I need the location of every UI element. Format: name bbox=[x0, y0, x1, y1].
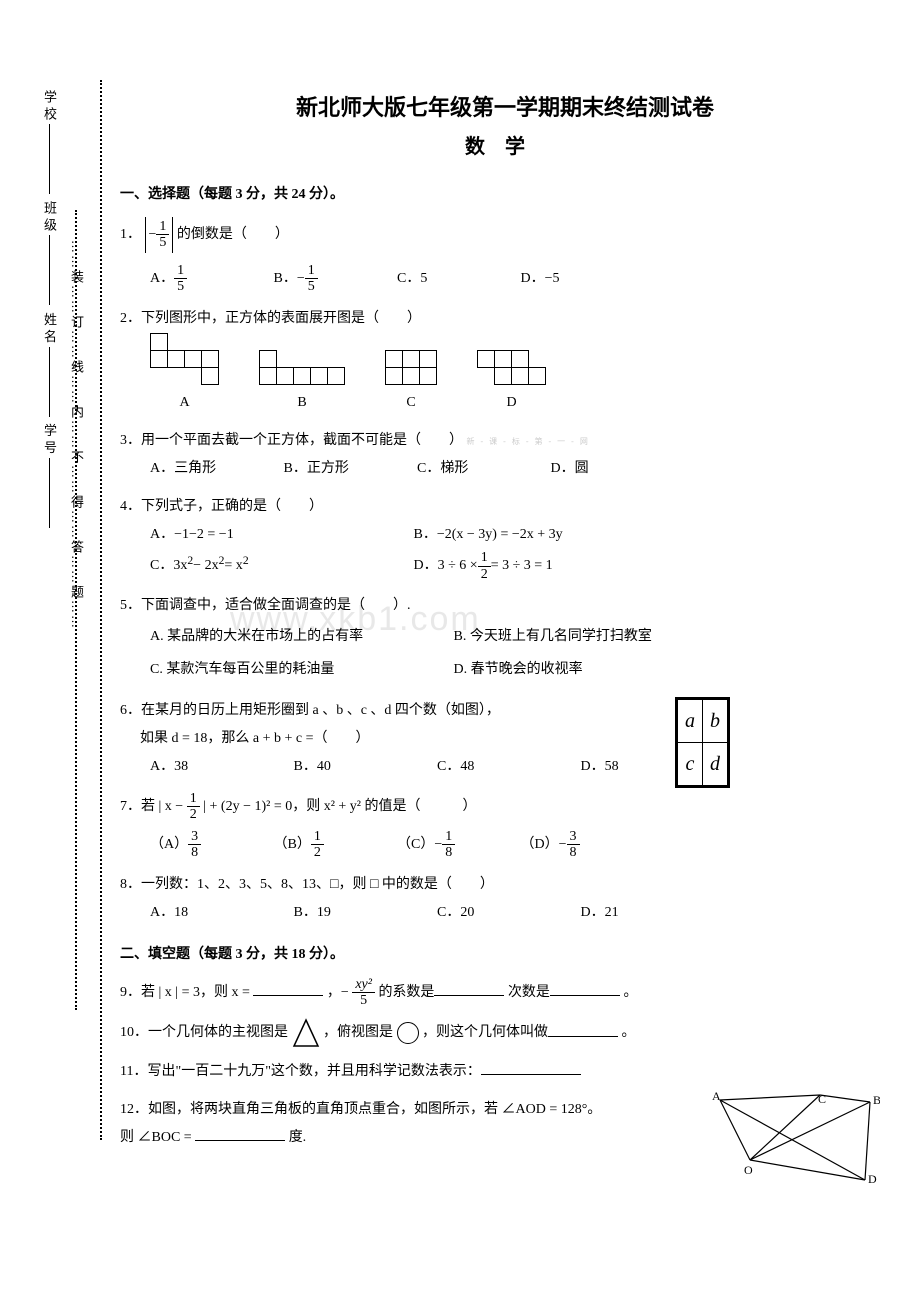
q5: 5．下面调查中，适合做全面调查的是（ ）. A. 某品牌的大米在市场上的占有率 … bbox=[120, 592, 890, 687]
q10: 10．一个几何体的主视图是 ，俯视图是 ，则这个几何体叫做 。 bbox=[120, 1018, 890, 1048]
q12: 12．如图，将两块直角三角板的直角顶点重合，如图所示，若 ∠AOD = 128°… bbox=[120, 1096, 890, 1152]
svg-text:C: C bbox=[818, 1092, 826, 1106]
binding-labels: 学校 班级 姓名 学号 bbox=[40, 90, 59, 1130]
label-class: 班级 bbox=[42, 201, 57, 235]
q1: 1． −15 的倒数是（ ） A．15 B．−15 C．5 D．−5 bbox=[120, 217, 890, 295]
q1-prefix: 1． bbox=[120, 227, 141, 242]
angle-diagram: A B C O D bbox=[710, 1090, 880, 1185]
page: 学校 班级 姓名 学号 ……装……订……线……内……不……得……答……题…… w… bbox=[0, 0, 920, 1302]
q3: 3．用一个平面去截一个正方体，截面不可能是（ ） 新 - 课 - 标 - 第 -… bbox=[120, 427, 890, 483]
triangle-icon bbox=[292, 1018, 320, 1048]
q7: 7．若 | x − 12 | + (2y − 1)² = 0，则 x² + y²… bbox=[120, 791, 890, 861]
svg-text:D: D bbox=[868, 1172, 877, 1185]
q2: 2．下列图形中，正方体的表面展开图是（ ） A B bbox=[120, 305, 890, 417]
q6: 6．在某月的日历上用矩形圈到 a 、b 、c 、d 四个数（如图）， 如果 d … bbox=[120, 697, 890, 781]
q1-suffix: 的倒数是（ ） bbox=[177, 227, 289, 242]
circle-icon bbox=[397, 1022, 419, 1044]
net-A: A bbox=[150, 333, 219, 417]
net-D: D bbox=[477, 350, 546, 417]
dotted-line-inner bbox=[100, 80, 102, 1140]
q9: 9．若 | x | = 3，则 x = ，− xy²5 的系数是 次数是 。 bbox=[120, 977, 890, 1009]
svg-text:B: B bbox=[873, 1093, 880, 1107]
binding-instruction: ……装……订……线……内……不……得……答……题…… bbox=[67, 240, 86, 1000]
label-name: 姓名 bbox=[42, 313, 57, 347]
svg-text:O: O bbox=[744, 1163, 753, 1177]
page-title: 新北师大版七年级第一学期期末终结测试卷 bbox=[120, 90, 890, 122]
net-B: B bbox=[259, 350, 345, 417]
abs-icon: −15 bbox=[145, 217, 174, 253]
content-area: 新北师大版七年级第一学期期末终结测试卷 数学 一、选择题（每题 3 分，共 24… bbox=[120, 90, 890, 1162]
q11: 11．写出"一百二十九万"这个数，并且用科学记数法表示： bbox=[120, 1058, 890, 1086]
section1-heading: 一、选择题（每题 3 分，共 24 分）。 bbox=[120, 183, 890, 203]
label-school: 学校 bbox=[42, 90, 57, 124]
section2-heading: 二、填空题（每题 3 分，共 18 分）。 bbox=[120, 943, 890, 963]
binding-margin: 学校 班级 姓名 学号 ……装……订……线……内……不……得……答……题…… bbox=[45, 80, 105, 1140]
net-C: C bbox=[385, 350, 437, 417]
q4: 4．下列式子，正确的是（ ） A．−1−2 = −1 B．−2(x − 3y) … bbox=[120, 493, 890, 582]
q8: 8．一列数：1、2、3、5、8、13、□，则 □ 中的数是（ ） A．18 B．… bbox=[120, 871, 890, 927]
calendar-diagram: ab cd bbox=[675, 697, 730, 788]
page-subtitle: 数学 bbox=[120, 130, 890, 159]
label-id: 学号 bbox=[42, 424, 57, 458]
svg-text:A: A bbox=[712, 1090, 721, 1103]
